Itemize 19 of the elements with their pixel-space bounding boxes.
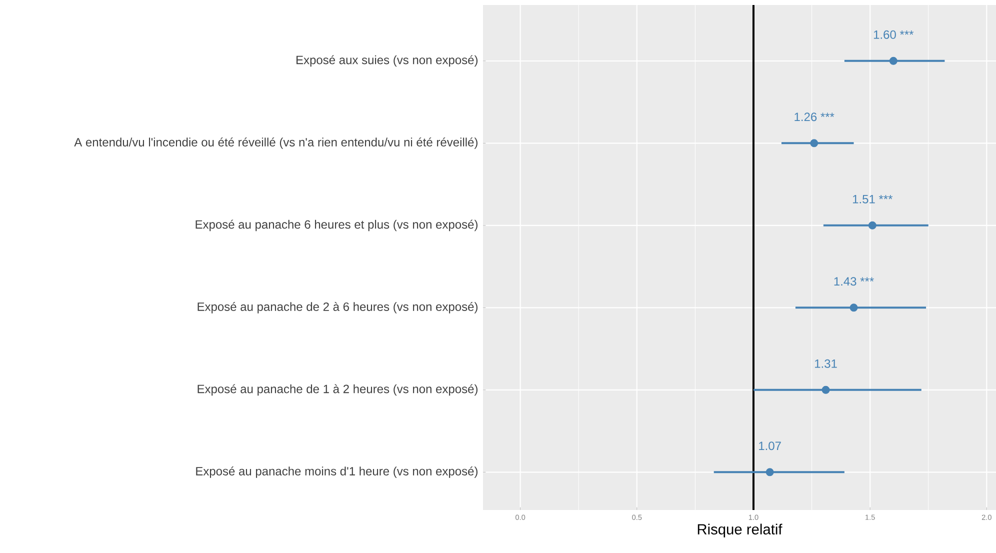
data-label: 1.60 *** [874,30,914,39]
point [868,221,876,230]
point [766,468,774,476]
point [850,304,858,312]
data-label: 1.31 [815,359,837,368]
y-tick-label: Exposé au panache moins d'1 heure (vs non exposé) [196,466,478,478]
y-tick-label: A entendu/vu l'incendie ou été réveillé (vs n'a rien entendu/vu ni été réveillé) [74,138,478,149]
y-tick-label: Exposé au panache 6 heures et plus (vs non exposé) [196,220,478,232]
y-tick-label: Exposé au panache de 2 à 6 heures (vs non exposé) [198,302,478,314]
point [889,56,898,65]
data-label: 1.26 *** [794,112,834,122]
point [822,386,830,394]
data-label: 1.51 *** [852,195,893,204]
x-axis-title: Risque relatif [698,524,782,538]
y-tick-label: Exposé aux suies (vs non exposé) [296,55,478,67]
point [810,139,818,148]
y-tick-label: Exposé au panache de 1 à 2 heures (vs non exposé) [198,384,478,396]
data-label: 1.07 [759,442,781,450]
data-label: 1.43 *** [834,277,874,286]
